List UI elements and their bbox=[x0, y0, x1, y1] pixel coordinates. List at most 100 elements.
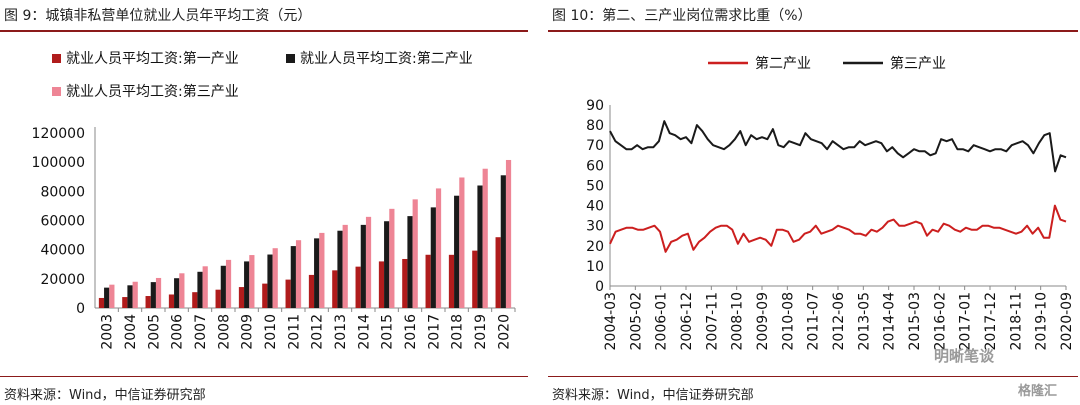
y-tick-label: 80000 bbox=[40, 184, 85, 200]
bar-2010-s3 bbox=[272, 248, 278, 308]
y-tick-label: 50 bbox=[586, 178, 604, 194]
watermark-text: 明晰笔谈 bbox=[934, 347, 995, 365]
bar-2016-s2 bbox=[407, 216, 413, 308]
series-line-tertiary-industry bbox=[609, 120, 1067, 173]
x-tick-label-2012: 2012 bbox=[310, 314, 326, 350]
left-figure: 图 9：城镇非私营单位就业人员年平均工资（元） 就业人员平均工资:第一产业 就业人… bbox=[0, 0, 530, 405]
x-tick-label-2009: 2009 bbox=[240, 314, 256, 350]
x-tick-label-2005: 2005 bbox=[146, 314, 162, 350]
x-tick-label-2015-03: 2015-03 bbox=[907, 292, 923, 351]
bar-2019-s2 bbox=[477, 185, 483, 308]
bar-2010-s1 bbox=[262, 283, 268, 308]
x-tick-label-2009-09: 2009-09 bbox=[755, 292, 771, 351]
y-tick-label: 90 bbox=[586, 98, 604, 114]
bar-2014-s3 bbox=[365, 216, 372, 308]
y-tick-label: 100000 bbox=[32, 155, 85, 171]
bar-2008-s2 bbox=[220, 265, 226, 308]
bar-2016-s1 bbox=[402, 258, 408, 308]
x-tick-label-2006-01: 2006-01 bbox=[654, 292, 670, 351]
bar-2018-s3 bbox=[459, 177, 465, 308]
bar-2014-s2 bbox=[360, 224, 366, 308]
x-tick-label-2014: 2014 bbox=[356, 314, 372, 350]
x-tick-label-2020-09: 2020-09 bbox=[1059, 292, 1075, 351]
x-tick-label-2006: 2006 bbox=[170, 314, 186, 350]
x-tick-label-2015: 2015 bbox=[380, 314, 396, 350]
x-tick-label-2012-06: 2012-06 bbox=[831, 292, 847, 351]
x-tick-label-2020: 2020 bbox=[496, 314, 512, 350]
bar-2005-s2 bbox=[150, 282, 156, 308]
x-tick-label-2005-02: 2005-02 bbox=[628, 292, 644, 351]
bar-2017-s3 bbox=[435, 188, 442, 308]
y-tick-label: 70 bbox=[586, 138, 604, 154]
right-figure: 图 10：第二、三产业岗位需求比重（%） 第二产业 第三产业 0 10 20 30 40 50… bbox=[548, 0, 1080, 405]
legend-label-tertiary: 第三产业 bbox=[890, 55, 946, 72]
x-tick-label-2011: 2011 bbox=[286, 314, 302, 350]
y-tick-label: 40 bbox=[586, 199, 604, 215]
legend-swatch-1 bbox=[52, 54, 61, 63]
bar-2015-s3 bbox=[389, 208, 395, 308]
bar-2007-s2 bbox=[197, 271, 203, 308]
bar-2003-s2 bbox=[104, 287, 110, 308]
x-tick-label-2016: 2016 bbox=[403, 314, 419, 350]
x-tick-label-2004-03: 2004-03 bbox=[603, 292, 619, 351]
bar-2006-s2 bbox=[174, 278, 180, 308]
legend-label-3: 就业人员平均工资:第三产业 bbox=[66, 83, 239, 100]
bar-2007-s3 bbox=[202, 266, 208, 308]
bar-2013-s1 bbox=[332, 270, 338, 308]
legend-label-1: 就业人员平均工资:第一产业 bbox=[66, 50, 239, 67]
bar-2020-s3 bbox=[505, 159, 512, 308]
bar-2008-s3 bbox=[225, 259, 232, 308]
bar-2020-s1 bbox=[495, 237, 501, 308]
x-tick-label-2017-01: 2017-01 bbox=[958, 292, 974, 351]
bar-2006-s3 bbox=[179, 273, 185, 308]
figure-10-bottom-rule bbox=[548, 376, 1078, 377]
bar-2019-s3 bbox=[482, 168, 488, 308]
bar-2013-s3 bbox=[342, 224, 348, 308]
x-tick-label-2016-02: 2016-02 bbox=[932, 292, 948, 351]
y-tick-label: 60 bbox=[586, 158, 604, 174]
x-tick-label-2013-05: 2013-05 bbox=[856, 292, 872, 351]
y-tick-label: 10 bbox=[586, 259, 604, 275]
bar-2020-s2 bbox=[500, 175, 506, 308]
figure-9-bottom-rule bbox=[0, 376, 528, 377]
y-tick-label: 0 bbox=[595, 279, 604, 295]
bar-2011-s3 bbox=[295, 240, 302, 308]
figure-10-top-rule bbox=[548, 30, 1078, 32]
figure-10-title: 图 10：第二、三产业岗位需求比重（%） bbox=[552, 8, 812, 24]
bar-2007-s1 bbox=[192, 292, 198, 308]
bar-2008-s1 bbox=[215, 289, 221, 308]
bar-2018-s1 bbox=[448, 254, 455, 308]
bar-2015-s2 bbox=[384, 221, 390, 308]
bar-2009-s2 bbox=[244, 261, 250, 308]
y-tick-label: 40000 bbox=[40, 243, 85, 259]
bar-2012-s1 bbox=[308, 274, 315, 308]
y-tick-label: 30 bbox=[586, 219, 604, 235]
figure-10-source: 资料来源：Wind，中信证券研究部 bbox=[552, 388, 754, 403]
x-tick-label-2007-11: 2007-11 bbox=[704, 292, 720, 351]
bar-2005-s3 bbox=[155, 277, 162, 308]
x-tick-label-2019-10: 2019-10 bbox=[1034, 292, 1050, 351]
x-tick-label-2003: 2003 bbox=[100, 314, 116, 350]
x-tick-label-2019: 2019 bbox=[473, 314, 489, 350]
bar-2011-s2 bbox=[290, 246, 296, 308]
bar-2019-s1 bbox=[472, 250, 478, 308]
series-line-secondary-industry bbox=[609, 204, 1067, 253]
bar-2012-s3 bbox=[319, 232, 325, 308]
bar-2009-s3 bbox=[249, 255, 255, 308]
bar-2016-s3 bbox=[412, 199, 418, 308]
x-tick-label-2004: 2004 bbox=[123, 314, 139, 350]
bar-2015-s1 bbox=[378, 261, 385, 308]
bar-2011-s1 bbox=[285, 279, 291, 308]
y-tick-label: 20000 bbox=[40, 272, 85, 288]
y-tick-label: 60000 bbox=[40, 214, 85, 230]
x-tick-label-2010: 2010 bbox=[263, 314, 279, 350]
bar-2004-s1 bbox=[122, 297, 128, 308]
bar-2012-s2 bbox=[314, 238, 320, 308]
y-tick-label: 20 bbox=[586, 239, 604, 255]
bar-2003-s3 bbox=[109, 284, 115, 308]
figure-9-top-rule bbox=[0, 30, 528, 32]
x-tick-label-2018-11: 2018-11 bbox=[1008, 292, 1024, 351]
x-tick-label-2014-04: 2014-04 bbox=[882, 292, 898, 351]
bar-2017-s1 bbox=[425, 254, 431, 308]
